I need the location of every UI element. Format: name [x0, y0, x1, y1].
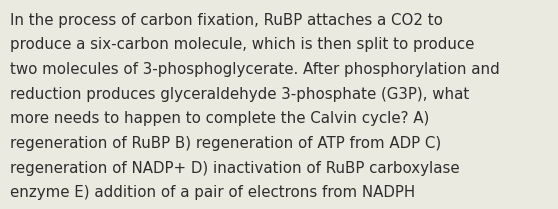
- Text: enzyme E) addition of a pair of electrons from NADPH: enzyme E) addition of a pair of electron…: [10, 185, 415, 200]
- Text: In the process of carbon fixation, RuBP attaches a CO2 to: In the process of carbon fixation, RuBP …: [10, 13, 443, 28]
- Text: regeneration of RuBP B) regeneration of ATP from ADP C): regeneration of RuBP B) regeneration of …: [10, 136, 441, 151]
- Text: regeneration of NADP+ D) inactivation of RuBP carboxylase: regeneration of NADP+ D) inactivation of…: [10, 161, 460, 176]
- Text: produce a six-carbon molecule, which is then split to produce: produce a six-carbon molecule, which is …: [10, 37, 474, 52]
- Text: reduction produces glyceraldehyde 3-phosphate (G3P), what: reduction produces glyceraldehyde 3-phos…: [10, 87, 469, 102]
- Text: two molecules of 3-phosphoglycerate. After phosphorylation and: two molecules of 3-phosphoglycerate. Aft…: [10, 62, 500, 77]
- Text: more needs to happen to complete the Calvin cycle? A): more needs to happen to complete the Cal…: [10, 111, 430, 126]
